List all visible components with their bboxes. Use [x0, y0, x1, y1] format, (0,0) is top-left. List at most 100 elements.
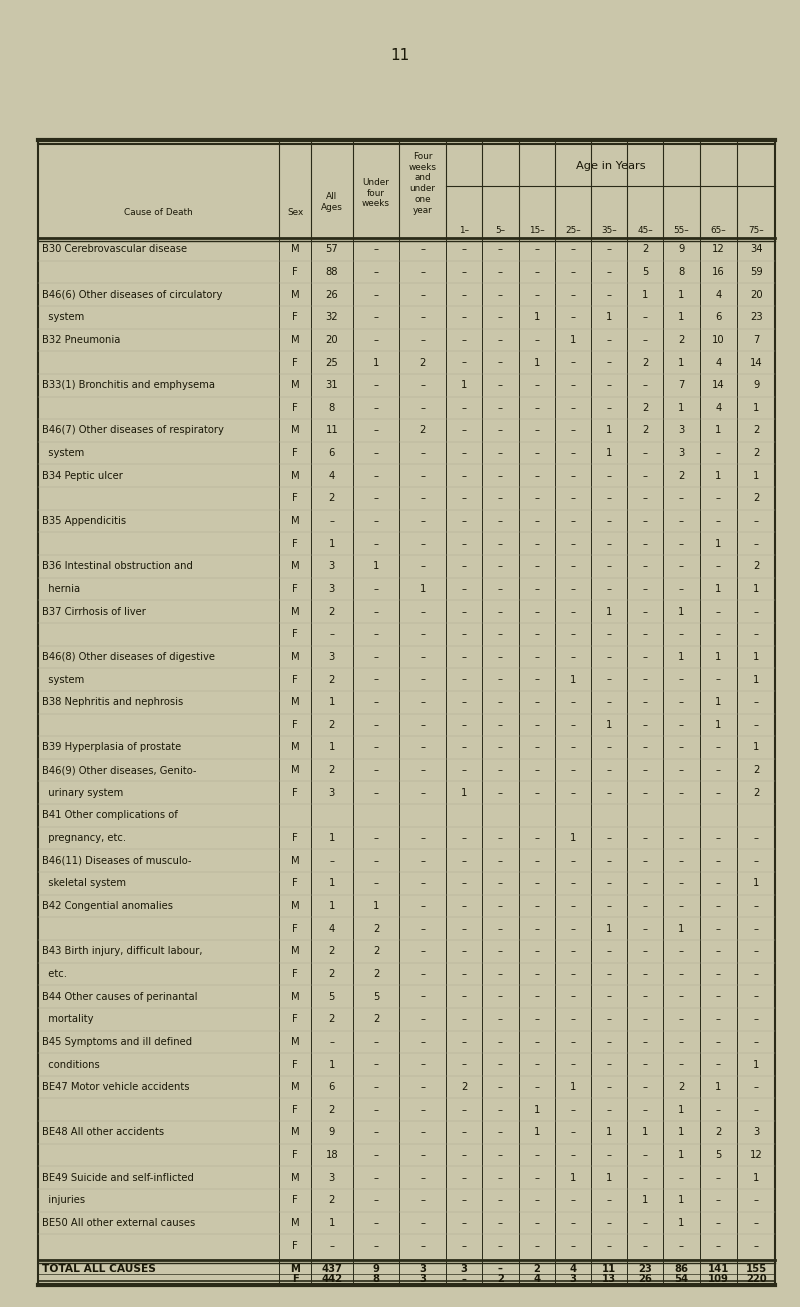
Text: –: –	[374, 426, 378, 435]
Text: 9: 9	[373, 1264, 379, 1273]
Text: –: –	[642, 1082, 648, 1093]
Text: –: –	[606, 290, 611, 299]
Text: –: –	[679, 765, 684, 775]
Text: –: –	[606, 742, 611, 753]
Text: M: M	[291, 901, 299, 911]
Text: –: –	[374, 1036, 378, 1047]
Text: –: –	[570, 1036, 575, 1047]
Text: –: –	[462, 244, 466, 255]
Text: 35–: 35–	[601, 226, 617, 235]
Text: 2: 2	[753, 561, 759, 571]
Text: M: M	[291, 1172, 299, 1183]
Text: 437: 437	[322, 1264, 342, 1273]
Text: –: –	[679, 584, 684, 593]
Text: 9: 9	[678, 244, 685, 255]
Text: 2: 2	[642, 426, 649, 435]
Text: –: –	[420, 1082, 426, 1093]
Text: –: –	[498, 561, 503, 571]
Text: –: –	[570, 968, 575, 979]
Text: F: F	[292, 1196, 298, 1205]
Text: –: –	[754, 901, 758, 911]
Text: M: M	[291, 652, 299, 661]
Text: 2: 2	[329, 1014, 335, 1025]
Text: 141: 141	[708, 1264, 729, 1273]
Text: M: M	[291, 516, 299, 525]
Text: –: –	[534, 403, 539, 413]
Text: –: –	[330, 1036, 334, 1047]
Text: 4: 4	[533, 1274, 540, 1285]
Text: –: –	[498, 1060, 503, 1069]
Text: –: –	[534, 1060, 539, 1069]
Text: 1: 1	[329, 878, 335, 889]
Text: –: –	[754, 1014, 758, 1025]
Text: 1: 1	[715, 538, 722, 549]
Text: –: –	[534, 720, 539, 729]
Text: M: M	[291, 1082, 299, 1093]
Text: 11: 11	[602, 1264, 616, 1273]
Text: 1: 1	[715, 720, 722, 729]
Text: –: –	[534, 1036, 539, 1047]
Text: –: –	[754, 720, 758, 729]
Text: 1: 1	[678, 924, 685, 933]
Text: 1: 1	[678, 1150, 685, 1161]
Text: 2: 2	[329, 494, 335, 503]
Text: –: –	[462, 1240, 466, 1251]
Text: –: –	[570, 1104, 575, 1115]
Text: –: –	[498, 516, 503, 525]
Text: 3: 3	[329, 652, 335, 661]
Text: –: –	[420, 312, 426, 323]
Text: 1: 1	[329, 1060, 335, 1069]
Text: –: –	[534, 1150, 539, 1161]
Text: –: –	[462, 1150, 466, 1161]
Text: –: –	[420, 878, 426, 889]
Text: 3: 3	[419, 1274, 426, 1285]
Text: –: –	[570, 788, 575, 797]
Text: –: –	[534, 516, 539, 525]
Text: BE50 All other external causes: BE50 All other external causes	[42, 1218, 195, 1229]
Text: 5–: 5–	[495, 226, 506, 235]
Text: 4: 4	[715, 290, 722, 299]
Text: –: –	[498, 494, 503, 503]
Text: –: –	[534, 652, 539, 661]
Text: –: –	[642, 561, 648, 571]
Text: –: –	[570, 652, 575, 661]
Text: –: –	[374, 471, 378, 481]
Text: 109: 109	[708, 1274, 729, 1285]
Text: –: –	[570, 1196, 575, 1205]
Text: –: –	[642, 788, 648, 797]
Text: –: –	[462, 1218, 466, 1229]
Text: –: –	[420, 901, 426, 911]
Text: 1: 1	[373, 901, 379, 911]
Text: –: –	[462, 924, 466, 933]
Text: –: –	[606, 1240, 611, 1251]
Text: –: –	[420, 720, 426, 729]
Text: M: M	[291, 561, 299, 571]
Text: –: –	[374, 697, 378, 707]
Text: –: –	[570, 1060, 575, 1069]
Text: –: –	[642, 1060, 648, 1069]
Text: –: –	[606, 833, 611, 843]
Text: –: –	[420, 924, 426, 933]
Text: –: –	[642, 833, 648, 843]
Text: –: –	[374, 403, 378, 413]
Text: 1: 1	[678, 1218, 685, 1229]
Text: –: –	[374, 516, 378, 525]
Text: –: –	[462, 538, 466, 549]
Text: –: –	[642, 652, 648, 661]
Text: 3: 3	[753, 1128, 759, 1137]
Text: –: –	[498, 856, 503, 865]
Text: –: –	[642, 1036, 648, 1047]
Text: –: –	[498, 403, 503, 413]
Text: B32 Pneumonia: B32 Pneumonia	[42, 335, 120, 345]
Text: 1: 1	[678, 606, 685, 617]
Text: 2: 2	[419, 426, 426, 435]
Text: –: –	[570, 856, 575, 865]
Text: 20: 20	[750, 290, 762, 299]
Text: M: M	[291, 856, 299, 865]
Text: –: –	[374, 652, 378, 661]
Text: etc.: etc.	[42, 968, 67, 979]
Text: –: –	[534, 471, 539, 481]
Text: 1: 1	[753, 674, 759, 685]
Text: B46(7) Other diseases of respiratory: B46(7) Other diseases of respiratory	[42, 426, 224, 435]
Text: 4: 4	[715, 358, 722, 367]
